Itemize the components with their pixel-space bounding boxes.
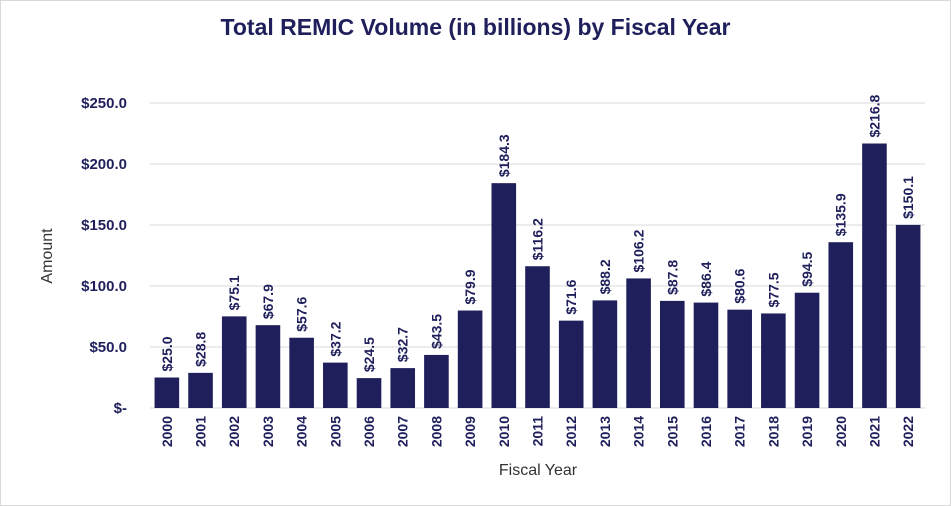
- data-label: $43.5: [428, 314, 444, 349]
- x-tick-label: 2020: [833, 416, 849, 447]
- y-tick-label: $200.0: [81, 156, 127, 173]
- data-label: $24.5: [361, 337, 377, 372]
- x-tick-label: 2013: [597, 416, 613, 447]
- x-tick-label: 2015: [664, 416, 680, 447]
- bar-2016: [693, 302, 719, 408]
- x-tick-label: 2012: [563, 416, 579, 447]
- bar-2009: [457, 310, 483, 408]
- x-tick-label: 2001: [193, 416, 209, 447]
- x-tick-label: 2017: [732, 416, 748, 447]
- data-label: $25.0: [159, 336, 175, 371]
- bar-2015: [659, 300, 685, 408]
- bar-2010: [491, 183, 517, 408]
- x-tick-label: 2006: [361, 416, 377, 447]
- x-tick-label: 2014: [631, 416, 647, 447]
- x-tick-label: 2021: [866, 416, 882, 447]
- y-axis-ticks: $- $50.0 $100.0 $150.0 $200.0 $250.0: [81, 95, 127, 417]
- data-label: $106.2: [631, 229, 647, 272]
- bar-2017: [727, 309, 752, 408]
- x-tick-label: 2000: [159, 416, 175, 447]
- x-tick-label: 2016: [698, 416, 714, 447]
- y-tick-label: $250.0: [81, 95, 127, 112]
- bar-2011: [525, 266, 550, 408]
- y-tick-label: $100.0: [81, 278, 127, 295]
- y-axis-title: Amount: [39, 228, 56, 284]
- bar-2001: [188, 372, 213, 408]
- bar-2003: [255, 325, 281, 408]
- y-tick-label: $-: [114, 400, 127, 417]
- x-tick-label: 2011: [530, 416, 546, 447]
- y-tick-label: $150.0: [81, 217, 127, 234]
- bar-2022: [895, 224, 921, 408]
- data-labels: $25.0 $28.8 $75.1 $67.9 $57.6 $37.2 $24.5 $32.7…: [159, 94, 916, 372]
- data-label: $79.9: [462, 269, 478, 304]
- bar-2012: [558, 320, 584, 408]
- x-tick-label: 2019: [799, 416, 815, 447]
- bar-2005: [323, 362, 348, 408]
- data-label: $37.2: [327, 321, 343, 356]
- data-label: $67.9: [260, 284, 276, 319]
- bar-2018: [761, 313, 786, 408]
- data-label: $32.7: [395, 327, 411, 362]
- bar-2014: [626, 278, 651, 408]
- data-label: $88.2: [597, 259, 613, 294]
- data-label: $77.5: [765, 272, 781, 307]
- bar-2004: [289, 337, 314, 408]
- bar-2019: [794, 292, 820, 408]
- data-label: $116.2: [530, 218, 546, 260]
- x-tick-label: 2010: [496, 416, 512, 447]
- x-tick-label: 2007: [395, 416, 411, 447]
- data-label: $75.1: [226, 275, 242, 310]
- data-label: $135.9: [833, 193, 849, 236]
- data-label: $71.6: [563, 279, 579, 314]
- data-label: $184.3: [496, 134, 512, 177]
- bar-2013: [592, 300, 618, 408]
- x-axis-ticks: 2000 2001 2002 2003 2004 2005 2006 2007 2008 2009…: [159, 416, 916, 447]
- x-tick-label: 2018: [765, 416, 781, 447]
- y-tick-label: $50.0: [89, 339, 127, 356]
- data-label: $150.1: [900, 176, 916, 219]
- data-label: $57.6: [294, 296, 310, 331]
- bar-2007: [390, 368, 416, 408]
- bar-2006: [356, 378, 382, 408]
- x-tick-label: 2008: [428, 416, 444, 447]
- bar-2021: [862, 143, 887, 408]
- x-tick-label: 2004: [294, 416, 310, 447]
- x-tick-label: 2022: [900, 416, 916, 447]
- x-tick-label: 2003: [260, 416, 276, 447]
- data-label: $87.8: [664, 260, 680, 295]
- data-label: $80.6: [732, 268, 748, 303]
- x-tick-label: 2005: [327, 416, 343, 447]
- x-axis-title: Fiscal Year: [499, 462, 578, 479]
- chart-title: Total REMIC Volume (in billions) by Fisc…: [220, 14, 731, 40]
- bar-2000: [154, 377, 180, 408]
- data-label: $94.5: [799, 251, 815, 286]
- x-tick-label: 2002: [226, 416, 242, 447]
- bar-2008: [424, 354, 449, 408]
- data-label: $216.8: [866, 94, 882, 137]
- x-tick-label: 2009: [462, 416, 478, 447]
- data-label: $28.8: [193, 332, 209, 367]
- bars: [154, 143, 921, 408]
- bar-2002: [221, 316, 247, 408]
- data-label: $86.4: [698, 261, 714, 296]
- bar-2020: [828, 242, 854, 408]
